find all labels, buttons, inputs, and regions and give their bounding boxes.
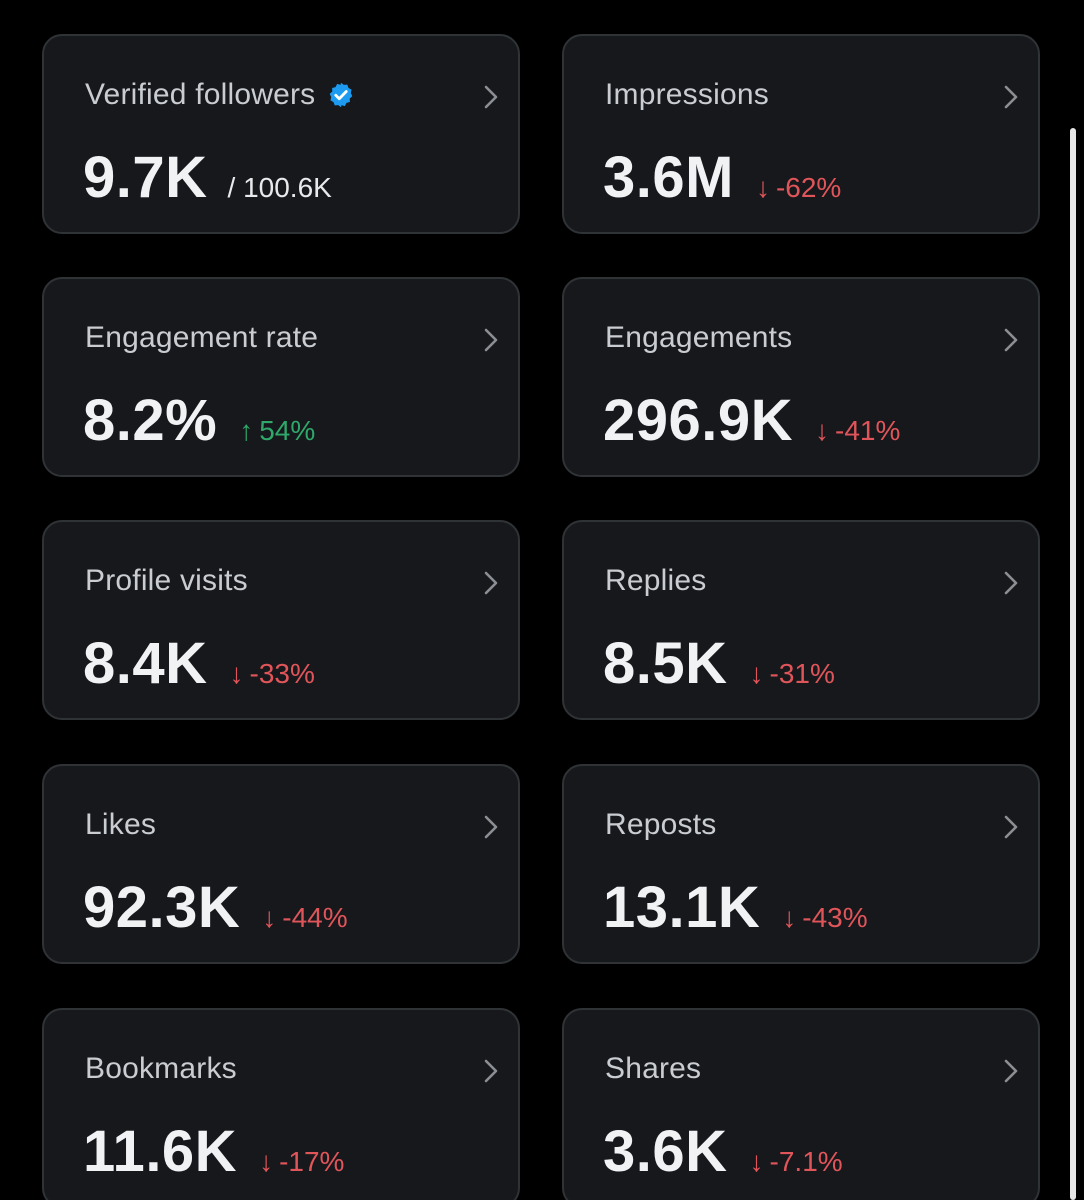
card-delta-value: -62% bbox=[775, 172, 842, 203]
card-title-label: Reposts bbox=[605, 808, 717, 841]
card-value: 9.7K bbox=[83, 145, 208, 210]
card-title-label: Verified followers bbox=[85, 78, 316, 111]
card-value: 296.9K bbox=[603, 388, 794, 453]
arrow-down-icon: ↓ bbox=[749, 1146, 764, 1177]
card-profile-visits[interactable]: Profile visits 8.4K ↓ -33% bbox=[42, 520, 520, 720]
card-delta-value: -31% bbox=[769, 658, 835, 689]
card-delta: ↓ -41% bbox=[815, 415, 900, 447]
card-title-label: Bookmarks bbox=[85, 1052, 237, 1085]
card-delta-value: -43% bbox=[802, 902, 868, 933]
card-value: 13.1K bbox=[603, 875, 761, 940]
card-value-row: 3.6K ↓ -7.1% bbox=[603, 1118, 843, 1185]
card-value: 3.6K bbox=[603, 1119, 728, 1184]
card-title: Engagements bbox=[605, 321, 792, 355]
card-delta-value: -7.1% bbox=[769, 1146, 843, 1177]
chevron-right-icon bbox=[1004, 1059, 1018, 1083]
card-bookmarks[interactable]: Bookmarks 11.6K ↓ -17% bbox=[42, 1008, 520, 1200]
card-delta: ↑ 54% bbox=[239, 415, 315, 447]
arrow-down-icon: ↓ bbox=[262, 902, 277, 933]
card-value-row: 8.5K ↓ -31% bbox=[603, 630, 835, 697]
card-value: 92.3K bbox=[83, 875, 241, 940]
chevron-right-icon bbox=[484, 328, 498, 352]
card-delta: ↓ -17% bbox=[259, 1146, 344, 1178]
arrow-down-icon: ↓ bbox=[749, 658, 764, 689]
card-delta-value: 54% bbox=[259, 415, 316, 446]
card-title: Reposts bbox=[605, 808, 716, 842]
card-value: 8.4K bbox=[83, 631, 208, 696]
card-value-row: 11.6K ↓ -17% bbox=[83, 1118, 344, 1185]
card-title-label: Replies bbox=[605, 564, 707, 597]
card-value-row: 8.2% ↑ 54% bbox=[83, 387, 315, 454]
chevron-right-icon bbox=[1004, 571, 1018, 595]
card-delta: ↓ -31% bbox=[750, 658, 835, 690]
card-reposts[interactable]: Reposts 13.1K ↓ -43% bbox=[562, 764, 1040, 964]
card-delta-value: -17% bbox=[279, 1146, 345, 1177]
arrow-down-icon: ↓ bbox=[815, 415, 830, 446]
chevron-right-icon bbox=[1004, 328, 1018, 352]
card-shares[interactable]: Shares 3.6K ↓ -7.1% bbox=[562, 1008, 1040, 1200]
card-total: / 100.6K bbox=[227, 172, 332, 203]
card-title: Engagement rate bbox=[85, 321, 318, 355]
scrollbar[interactable] bbox=[1070, 128, 1076, 1200]
card-title-label: Impressions bbox=[605, 78, 769, 111]
arrow-down-icon: ↓ bbox=[259, 1146, 274, 1177]
card-value: 8.2% bbox=[83, 388, 218, 453]
card-value: 11.6K bbox=[83, 1119, 238, 1184]
arrow-down-icon: ↓ bbox=[782, 902, 797, 933]
chevron-right-icon bbox=[1004, 815, 1018, 839]
card-delta-value: -41% bbox=[835, 415, 901, 446]
card-value-row: 9.7K / 100.6K bbox=[83, 144, 332, 211]
card-likes[interactable]: Likes 92.3K ↓ -44% bbox=[42, 764, 520, 964]
card-verified-followers[interactable]: Verified followers 9.7K / 100.6K bbox=[42, 34, 520, 234]
chevron-right-icon bbox=[484, 571, 498, 595]
card-title-label: Engagement rate bbox=[85, 321, 319, 354]
card-impressions[interactable]: Impressions 3.6M ↓ -62% bbox=[562, 34, 1040, 234]
card-title-label: Engagements bbox=[605, 321, 793, 354]
card-title: Profile visits bbox=[85, 564, 248, 598]
card-value: 8.5K bbox=[603, 631, 728, 696]
card-value-row: 8.4K ↓ -33% bbox=[83, 630, 315, 697]
card-replies[interactable]: Replies 8.5K ↓ -31% bbox=[562, 520, 1040, 720]
card-delta-value: -44% bbox=[282, 902, 348, 933]
arrow-down-icon: ↓ bbox=[755, 172, 770, 203]
card-delta-value: -33% bbox=[249, 658, 315, 689]
card-title: Impressions bbox=[605, 78, 769, 112]
chevron-right-icon bbox=[484, 1059, 498, 1083]
card-title: Shares bbox=[605, 1052, 701, 1086]
chevron-right-icon bbox=[484, 85, 498, 109]
card-delta: ↓ -44% bbox=[262, 902, 347, 934]
card-value-row: 296.9K ↓ -41% bbox=[603, 387, 900, 454]
card-value-row: 3.6M ↓ -62% bbox=[603, 144, 841, 211]
card-title-label: Likes bbox=[85, 808, 157, 841]
card-engagement-rate[interactable]: Engagement rate 8.2% ↑ 54% bbox=[42, 277, 520, 477]
card-title: Replies bbox=[605, 564, 706, 598]
card-title: Verified followers bbox=[85, 78, 355, 112]
arrow-up-icon: ↑ bbox=[239, 415, 254, 446]
card-title-label: Shares bbox=[605, 1052, 702, 1085]
card-delta: ↓ -62% bbox=[756, 172, 841, 204]
card-engagements[interactable]: Engagements 296.9K ↓ -41% bbox=[562, 277, 1040, 477]
verified-badge-icon bbox=[330, 82, 353, 108]
card-title: Likes bbox=[85, 808, 156, 842]
card-value-row: 13.1K ↓ -43% bbox=[603, 874, 868, 941]
card-delta: ↓ -33% bbox=[230, 658, 315, 690]
chevron-right-icon bbox=[484, 815, 498, 839]
arrow-down-icon: ↓ bbox=[229, 658, 244, 689]
card-title-label: Profile visits bbox=[85, 564, 248, 597]
card-value: 3.6M bbox=[603, 145, 734, 210]
card-delta: ↓ -7.1% bbox=[750, 1146, 843, 1178]
card-title: Bookmarks bbox=[85, 1052, 237, 1086]
card-value-row: 92.3K ↓ -44% bbox=[83, 874, 348, 941]
chevron-right-icon bbox=[1004, 85, 1018, 109]
card-delta: ↓ -43% bbox=[782, 902, 867, 934]
